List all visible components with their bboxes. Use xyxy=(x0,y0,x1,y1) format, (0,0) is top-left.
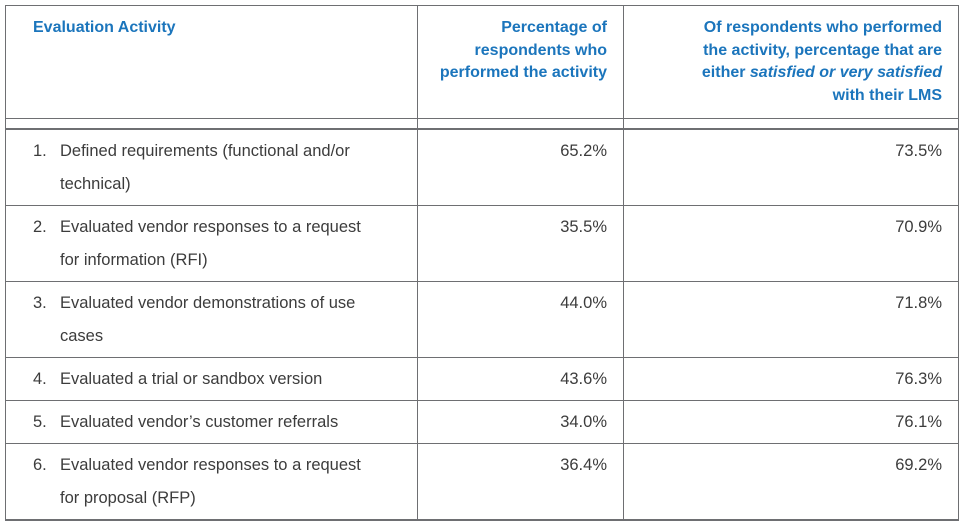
evaluation-activity-table: Evaluation Activity Percentage of respon… xyxy=(5,5,959,522)
row-number: 5. xyxy=(33,413,47,432)
table-row: 5. Evaluated vendor’s customer referrals… xyxy=(5,400,959,445)
performed-value: 44.0% xyxy=(417,281,624,359)
activity-label: Evaluated vendor’s customer referrals xyxy=(60,413,339,432)
performed-value: 36.4% xyxy=(417,443,624,522)
activity-label: Evaluated vendor responses to a request … xyxy=(60,456,361,508)
activity-label: Evaluated vendor responses to a request … xyxy=(60,218,361,270)
activity-cell: 1. Defined requirements (functional and/… xyxy=(5,128,418,207)
table-row: 6. Evaluated vendor responses to a reque… xyxy=(5,443,959,522)
performed-value: 65.2% xyxy=(417,128,624,207)
satisfied-value: 69.2% xyxy=(623,443,959,522)
header-satisfied-percentage: Of respondents who performed the activit… xyxy=(623,5,959,119)
performed-value: 35.5% xyxy=(417,205,624,283)
activity-label: Defined requirements (functional and/or … xyxy=(60,142,350,194)
satisfied-value: 76.1% xyxy=(623,400,959,445)
performed-value: 34.0% xyxy=(417,400,624,445)
satisfied-value: 76.3% xyxy=(623,357,959,402)
table-row: 3. Evaluated vendor demonstrations of us… xyxy=(5,281,959,359)
row-number: 4. xyxy=(33,370,47,389)
satisfied-value: 71.8% xyxy=(623,281,959,359)
table-row: 1. Defined requirements (functional and/… xyxy=(5,128,959,207)
activity-label: Evaluated a trial or sandbox version xyxy=(60,370,323,389)
satisfied-value: 73.5% xyxy=(623,128,959,207)
activity-cell: 4. Evaluated a trial or sandbox version xyxy=(5,357,418,402)
header-satisfied-suffix: with their LMS xyxy=(832,87,942,105)
table-row: 4. Evaluated a trial or sandbox version … xyxy=(5,357,959,402)
header-satisfied-prefix: Of respondents who performed the activit… xyxy=(701,19,942,82)
spacer-cell xyxy=(417,117,624,131)
activity-cell: 5. Evaluated vendor’s customer referrals xyxy=(5,400,418,445)
header-evaluation-activity: Evaluation Activity xyxy=(5,5,418,119)
satisfied-value: 70.9% xyxy=(623,205,959,283)
row-number: 3. xyxy=(33,294,47,313)
table-row: 2. Evaluated vendor responses to a reque… xyxy=(5,205,959,283)
performed-value: 43.6% xyxy=(417,357,624,402)
header-satisfied-italic: satisfied or very satisfied xyxy=(749,64,942,82)
row-number: 1. xyxy=(33,142,47,161)
activity-cell: 2. Evaluated vendor responses to a reque… xyxy=(5,205,418,283)
header-row: Evaluation Activity Percentage of respon… xyxy=(5,5,959,119)
row-number: 2. xyxy=(33,218,47,237)
row-number: 6. xyxy=(33,456,47,475)
header-performed-percentage: Percentage of respondents who performed … xyxy=(417,5,624,119)
activity-cell: 6. Evaluated vendor responses to a reque… xyxy=(5,443,418,522)
activity-label: Evaluated vendor demonstrations of use c… xyxy=(60,294,356,346)
spacer-row xyxy=(5,117,959,131)
activity-cell: 3. Evaluated vendor demonstrations of us… xyxy=(5,281,418,359)
spacer-cell xyxy=(5,117,418,131)
spacer-cell xyxy=(623,117,959,131)
